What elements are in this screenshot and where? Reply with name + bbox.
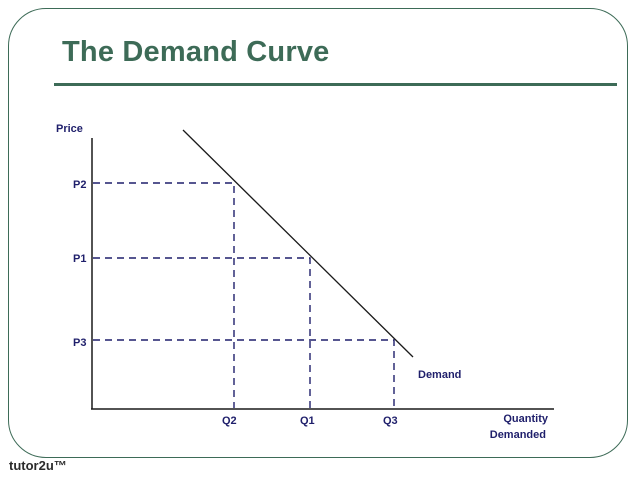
title-rule: [54, 83, 617, 86]
x-axis-label-line1: Quantity: [503, 413, 548, 425]
q3-label: Q3: [383, 415, 398, 427]
p1-label: P1: [73, 253, 86, 265]
q1-label: Q1: [300, 415, 315, 427]
p2-label: P2: [73, 179, 86, 191]
y-axis-label: Price: [56, 123, 83, 135]
slide-frame: [8, 8, 628, 458]
demand-line: [182, 129, 414, 358]
guide-p2-q2: [93, 182, 235, 408]
guide-p3-q3: [93, 339, 395, 408]
x-axis-label-line2: Demanded: [490, 429, 546, 441]
guide-p1-q1: [93, 257, 311, 408]
demand-label: Demand: [418, 369, 461, 381]
q2-label: Q2: [222, 415, 237, 427]
brand-logo: tutor2u™: [9, 458, 67, 473]
p3-label: P3: [73, 337, 86, 349]
slide-title: The Demand Curve: [62, 36, 330, 68]
